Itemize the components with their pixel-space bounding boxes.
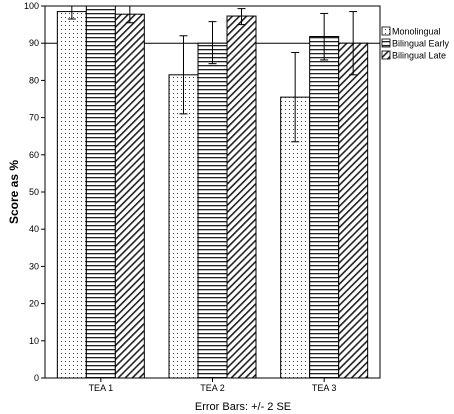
y-tick-label: 10 [29, 336, 39, 346]
bar-bilingual-early-tea-3 [309, 36, 340, 379]
y-tick-label: 60 [29, 150, 39, 160]
y-axis-title: Score as % [7, 160, 21, 224]
legend-swatch [381, 50, 391, 60]
bars-layer [56, 5, 369, 379]
bar-monolingual-tea-2 [168, 74, 199, 379]
y-tick-label: 20 [29, 299, 39, 309]
x-axis: TEA 1 TEA 2 TEA 3 [89, 378, 337, 393]
bar-bilingual-late-tea-3 [338, 42, 369, 379]
bar-bilingual-early-tea-1 [85, 5, 116, 379]
y-tick-label: 70 [29, 113, 39, 123]
y-tick-label: 30 [29, 261, 39, 271]
bar-bilingual-late-tea-1 [114, 13, 145, 379]
legend-label: Monolingual [392, 27, 441, 37]
error-bars-footnote: Error Bars: +/- 2 SE [195, 401, 291, 413]
bar-monolingual-tea-1 [56, 11, 87, 379]
y-tick-label: 40 [29, 224, 39, 234]
legend-swatch [381, 26, 391, 36]
legend-label: Bilingual Late [392, 51, 446, 61]
y-tick-label: 100 [24, 1, 39, 11]
y-axis: 0 10 20 30 40 50 60 70 80 90 100 [24, 1, 45, 383]
bar-bilingual-early-tea-2 [197, 42, 228, 379]
x-tick-label: TEA 1 [89, 383, 114, 393]
legend-label: Bilingual Early [392, 39, 450, 49]
y-tick-label: 80 [29, 75, 39, 85]
error-bars-layer [67, 5, 358, 143]
legend-swatch [381, 38, 391, 48]
x-tick-label: TEA 2 [200, 383, 225, 393]
bar-bilingual-late-tea-2 [226, 15, 257, 379]
y-tick-label: 50 [29, 187, 39, 197]
x-tick-label: TEA 3 [312, 383, 337, 393]
y-tick-label: 90 [29, 38, 39, 48]
y-tick-label: 0 [34, 373, 39, 383]
legend: Monolingual Bilingual Early Bilingual Late [381, 26, 450, 61]
